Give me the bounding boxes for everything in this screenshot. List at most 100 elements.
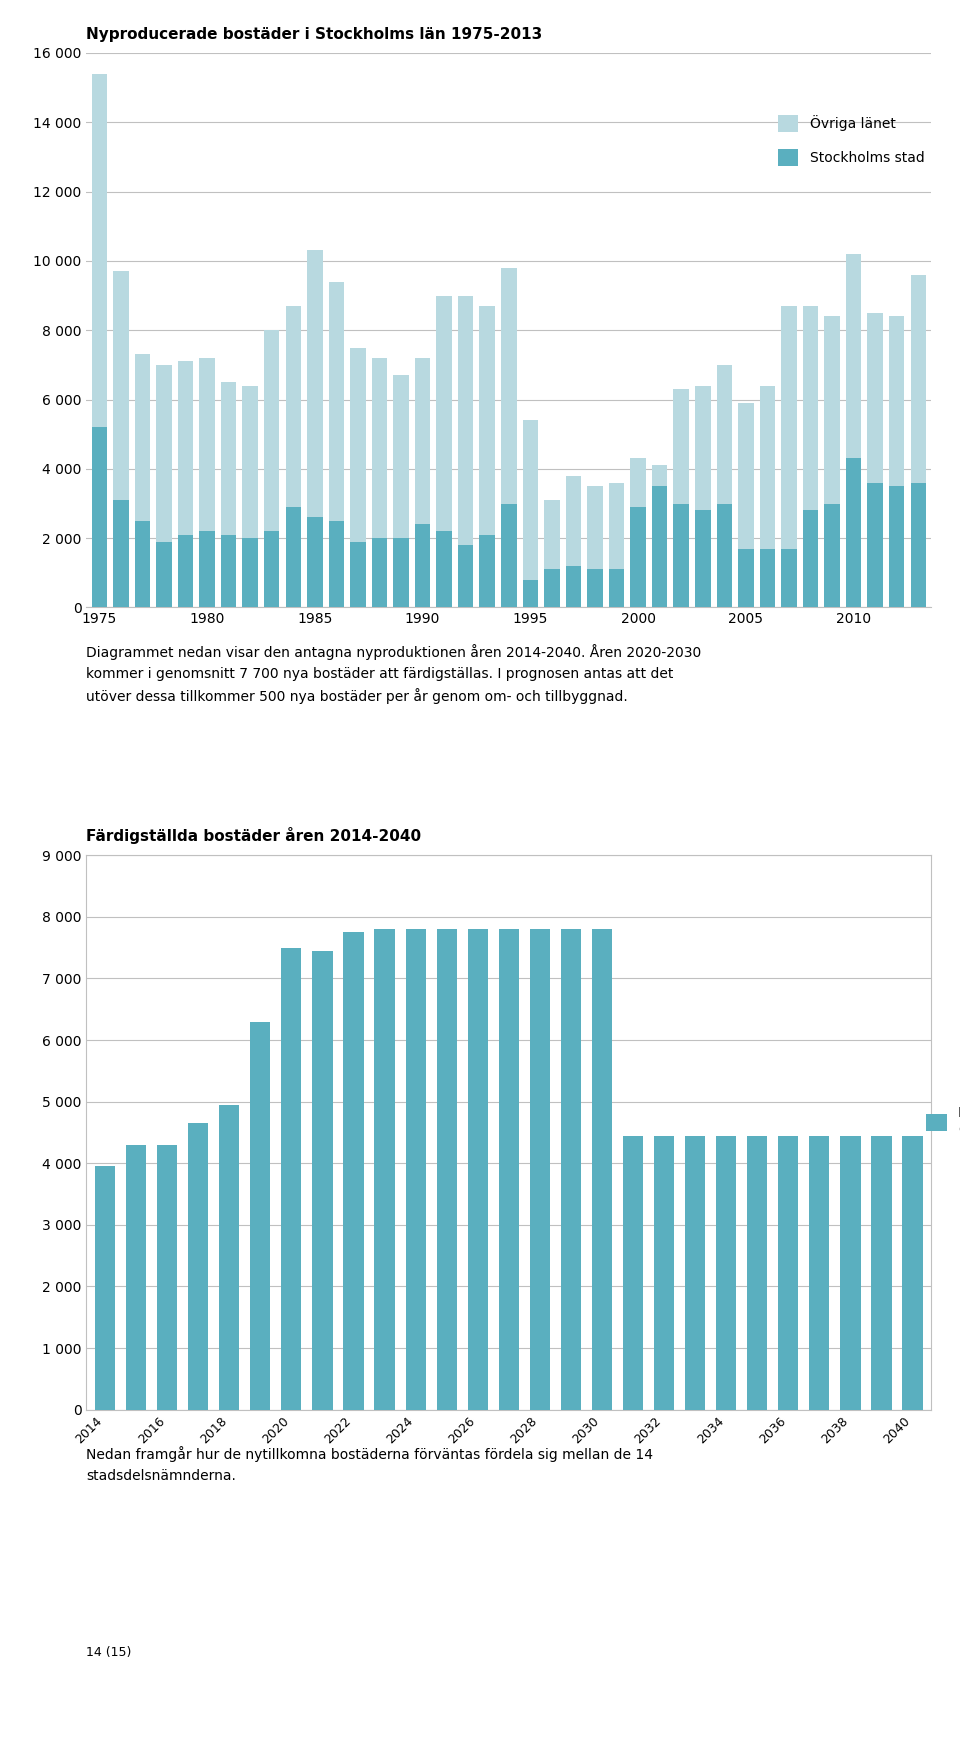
Bar (264, 531, 279, 607)
Bar (479, 534, 495, 607)
Bar (134, 355, 150, 607)
Bar (178, 534, 193, 607)
Bar (405, 930, 425, 1409)
Bar (95, 1166, 115, 1409)
Bar (565, 476, 581, 607)
Bar (685, 1136, 706, 1409)
Bar (592, 930, 612, 1409)
Bar (394, 538, 409, 607)
Bar (588, 487, 603, 607)
Bar (565, 566, 581, 607)
Bar (738, 549, 754, 607)
Bar (781, 549, 797, 607)
Bar (415, 524, 430, 607)
Bar (530, 930, 550, 1409)
Bar (285, 506, 301, 607)
Bar (126, 1145, 146, 1409)
Bar (759, 386, 775, 607)
Bar (312, 951, 332, 1409)
Bar (415, 358, 430, 607)
Bar (350, 542, 366, 607)
Bar (479, 305, 495, 607)
Bar (113, 272, 129, 607)
Bar (868, 312, 883, 607)
Bar (468, 930, 488, 1409)
Bar (781, 305, 797, 607)
Bar (221, 534, 236, 607)
Bar (437, 531, 452, 607)
Bar (134, 520, 150, 607)
Bar (344, 931, 364, 1409)
Bar (747, 1136, 767, 1409)
Bar (200, 358, 215, 607)
Bar (889, 487, 904, 607)
Bar (825, 316, 840, 607)
Bar (501, 268, 516, 607)
Bar (809, 1136, 829, 1409)
Bar (716, 1136, 736, 1409)
Bar (889, 316, 904, 607)
Bar (178, 362, 193, 607)
Bar (846, 254, 861, 607)
Bar (501, 503, 516, 607)
Bar (91, 427, 108, 607)
Bar (631, 506, 646, 607)
Bar (156, 542, 172, 607)
Bar (846, 459, 861, 607)
Bar (825, 503, 840, 607)
Bar (243, 386, 258, 607)
Bar (695, 510, 710, 607)
Bar (910, 275, 926, 607)
Bar (307, 250, 323, 607)
Bar (674, 390, 689, 607)
Bar (350, 348, 366, 607)
Bar (695, 386, 710, 607)
Legend: Nybyggnad exkl
ombyggnad: Nybyggnad exkl ombyggnad (921, 1101, 960, 1141)
Bar (609, 483, 624, 607)
Bar (654, 1136, 674, 1409)
Bar (328, 520, 344, 607)
Bar (372, 538, 387, 607)
Bar (437, 930, 457, 1409)
Bar (458, 296, 473, 607)
Bar (544, 570, 560, 607)
Bar (498, 930, 519, 1409)
Bar (458, 545, 473, 607)
Bar (200, 531, 215, 607)
Text: Nyproducerade bostäder i Stockholms län 1975-2013: Nyproducerade bostäder i Stockholms län … (86, 26, 542, 42)
Bar (394, 376, 409, 607)
Bar (840, 1136, 860, 1409)
Bar (522, 420, 539, 607)
Bar (437, 296, 452, 607)
Bar (652, 487, 667, 607)
Bar (803, 305, 818, 607)
Bar (868, 483, 883, 607)
Bar (264, 330, 279, 607)
Bar (91, 74, 108, 607)
Text: Färdigställda bostäder åren 2014-2040: Färdigställda bostäder åren 2014-2040 (86, 827, 421, 845)
Bar (623, 1136, 643, 1409)
Text: Nedan framgår hur de nytillkomna bostäderna förväntas fördela sig mellan de 14
s: Nedan framgår hur de nytillkomna bostäde… (86, 1446, 654, 1484)
Bar (716, 503, 732, 607)
Bar (561, 930, 581, 1409)
Bar (251, 1021, 271, 1409)
Bar (219, 1104, 239, 1409)
Text: 14 (15): 14 (15) (86, 1646, 132, 1660)
Text: Diagrammet nedan visar den antagna nyproduktionen åren 2014-2040. Åren 2020-2030: Diagrammet nedan visar den antagna nypro… (86, 644, 702, 704)
Bar (902, 1136, 923, 1409)
Bar (522, 580, 539, 607)
Bar (652, 466, 667, 607)
Bar (779, 1136, 799, 1409)
Bar (372, 358, 387, 607)
Bar (759, 549, 775, 607)
Bar (243, 538, 258, 607)
Bar (188, 1124, 208, 1409)
Bar (113, 499, 129, 607)
Bar (716, 365, 732, 607)
Bar (156, 365, 172, 607)
Bar (738, 402, 754, 607)
Bar (285, 305, 301, 607)
Bar (631, 459, 646, 607)
Bar (328, 282, 344, 607)
Bar (872, 1136, 892, 1409)
